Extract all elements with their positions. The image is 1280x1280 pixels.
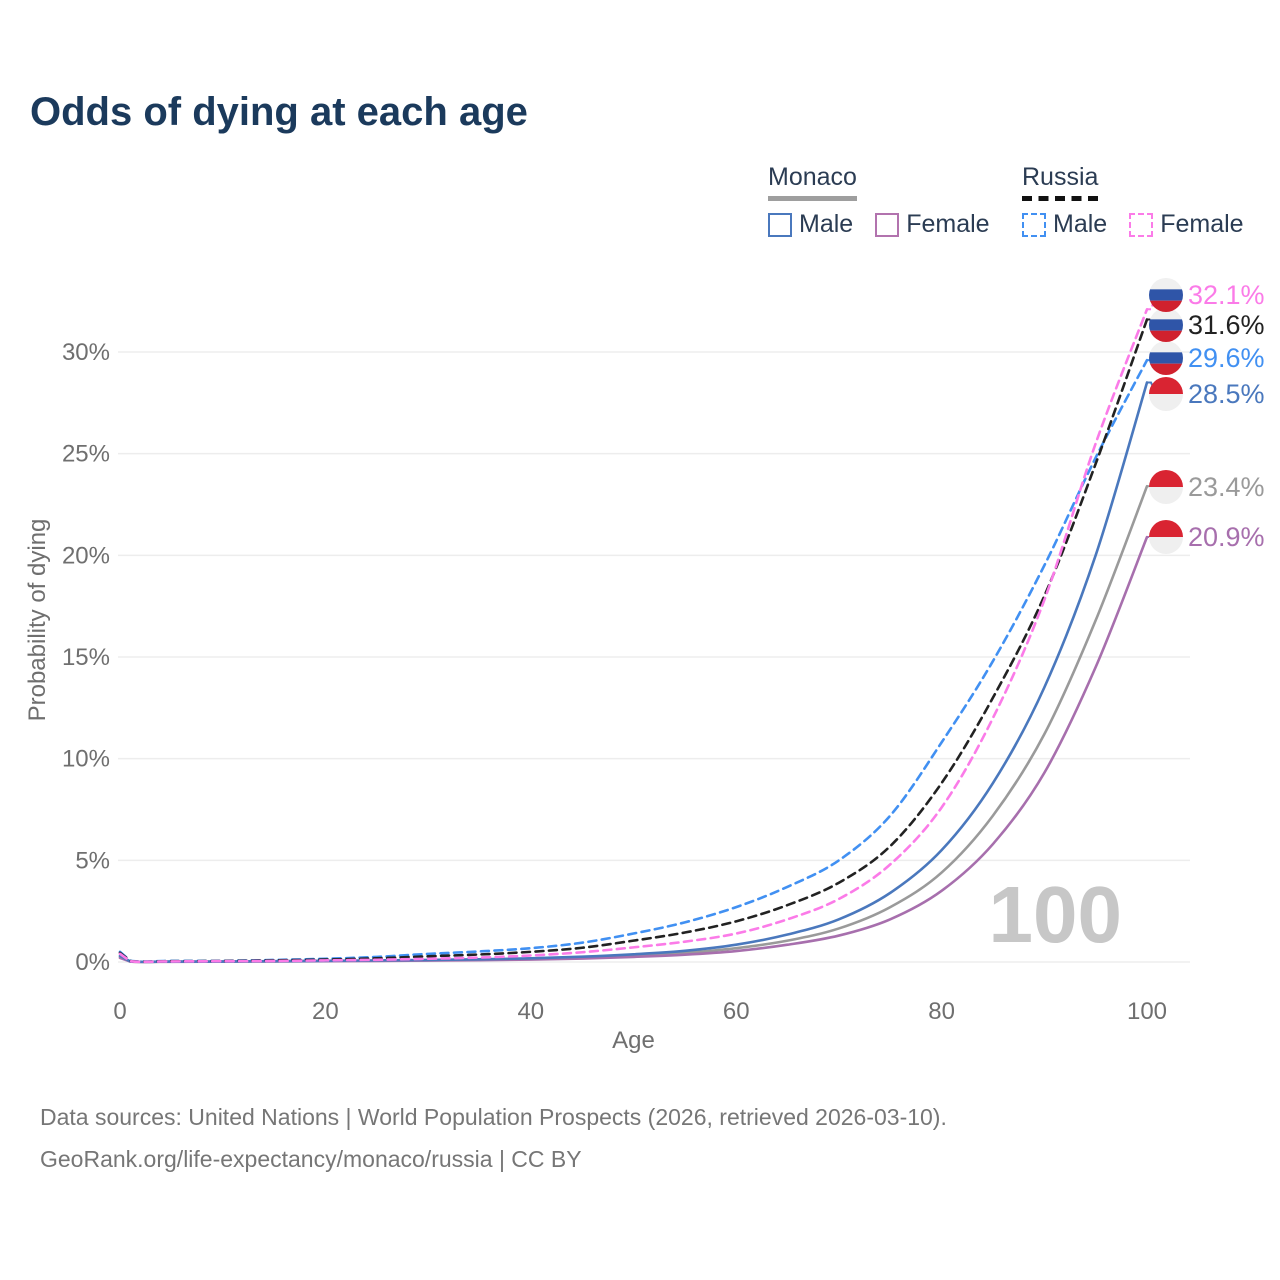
legend-label-russia-male: Male [1053, 210, 1108, 238]
line-chart: 0% 5% 10% 15% 20% 25% 30% 0 20 40 60 80 100 Age Probab… [24, 278, 1265, 1054]
legend-item-monaco-female[interactable]: Female [875, 210, 990, 239]
monaco-male-swatch-icon [768, 212, 792, 237]
russia-male-swatch-icon [1022, 212, 1046, 237]
flag-icon-monaco [1149, 377, 1183, 411]
legend-item-russia-female[interactable]: Female [1129, 210, 1244, 239]
legend-items-russia: Male Female [1022, 210, 1244, 239]
plot-svg: 0% 5% 10% 15% 20% 25% 30% 0 20 40 60 80 100 Age Probab… [24, 278, 1265, 1054]
flag-icon-russia [1149, 308, 1183, 342]
x-tick-label: 0 [113, 998, 126, 1025]
russia-female-swatch-icon [1129, 212, 1154, 237]
legend-group-russia: Russia Male Female [1022, 163, 1244, 239]
legend-label-monaco-male: Male [799, 210, 854, 238]
flag-icon-russia [1149, 278, 1183, 312]
legend-country-monaco[interactable]: Monaco [768, 163, 857, 201]
x-axis-title: Age [612, 1027, 655, 1054]
y-tick-label: 0% [75, 949, 110, 976]
y-tick-label: 25% [62, 441, 110, 468]
end-value-label-russia: 31.6% [1188, 310, 1265, 340]
end-value-label-monaco: 23.4% [1188, 472, 1265, 502]
legend-country-russia[interactable]: Russia [1022, 163, 1099, 201]
end-value-label-russia-female: 32.1% [1188, 280, 1265, 310]
y-tick-label: 30% [62, 339, 110, 366]
footer-attribution-line: GeoRank.org/life-expectancy/monaco/russi… [40, 1146, 582, 1172]
x-tick-label: 40 [517, 998, 544, 1025]
legend-group-monaco: Monaco Male Female [768, 163, 990, 239]
age-counter-watermark: 100 [989, 870, 1122, 959]
y-tick-label: 5% [75, 847, 110, 874]
flag-icon-monaco [1149, 520, 1183, 554]
y-tick-label: 10% [62, 746, 110, 773]
end-value-label-monaco-male: 28.5% [1188, 379, 1265, 409]
y-tick-label: 15% [62, 644, 110, 671]
legend-items-monaco: Male Female [768, 210, 990, 239]
footer-sources-line: Data sources: United Nations | World Pop… [40, 1104, 947, 1130]
x-tick-label: 20 [312, 998, 339, 1025]
y-axis-title: Probability of dying [24, 519, 51, 722]
footer: Data sources: United Nations | World Pop… [40, 1096, 947, 1180]
x-tick-label: 60 [723, 998, 750, 1025]
monaco-female-swatch-icon [875, 212, 900, 237]
legend-item-russia-male[interactable]: Male [1022, 210, 1107, 239]
x-tick-label: 100 [1127, 998, 1167, 1025]
y-tick-label: 20% [62, 542, 110, 569]
legend-label-monaco-female: Female [906, 210, 990, 238]
legend-label-russia-female: Female [1160, 210, 1244, 238]
x-tick-label: 80 [928, 998, 955, 1025]
flag-icon-monaco [1149, 470, 1183, 504]
end-value-label-russia-male: 29.6% [1188, 343, 1265, 373]
series-line-russia-female [118, 308, 1149, 964]
end-leader-line [1147, 357, 1163, 362]
flag-icon-russia [1149, 341, 1183, 375]
page-title: Odds of dying at each age [30, 90, 528, 134]
series-line-russia [118, 318, 1149, 963]
legend-item-monaco-male[interactable]: Male [768, 210, 853, 239]
end-value-label-monaco-female: 20.9% [1188, 522, 1265, 552]
